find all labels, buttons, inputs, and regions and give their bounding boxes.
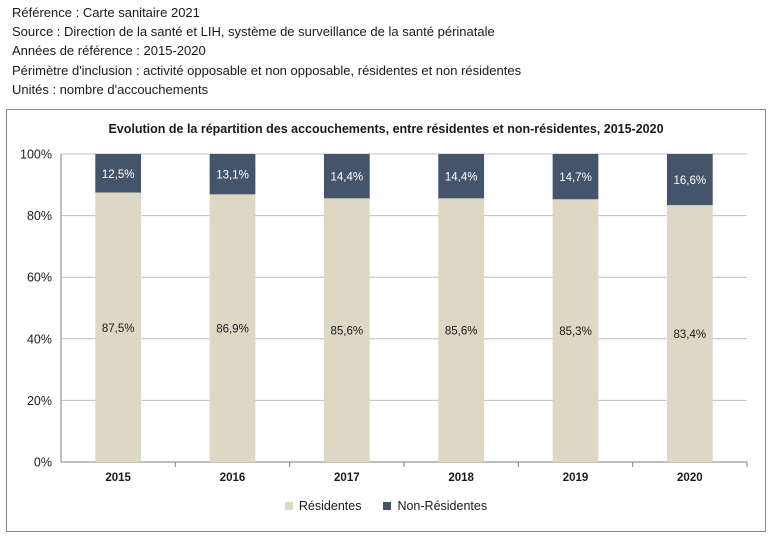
data-label: 87,5% (102, 323, 135, 335)
x-tick-label: 2015 (105, 472, 131, 484)
bar-residentes (323, 198, 370, 462)
bar-residentes (438, 198, 485, 462)
x-tick-label: 2018 (448, 472, 474, 484)
data-label: 85,3% (559, 326, 592, 338)
legend-label-non-residentes: Non-Résidentes (397, 499, 488, 513)
data-label: 85,6% (331, 326, 364, 338)
x-tick-label: 2016 (220, 472, 246, 484)
source-line: Source : Direction de la santé et LIH, s… (12, 24, 495, 40)
data-label: 12,5% (102, 169, 135, 181)
data-label: 13,1% (216, 170, 249, 182)
metadata-block: Référence : Carte sanitaire 2021 Source … (12, 3, 521, 99)
legend-swatch-non-residentes (383, 502, 392, 510)
bar-residentes (95, 192, 142, 462)
y-tick-label: 80% (27, 209, 52, 223)
y-tick-label: 60% (27, 271, 52, 285)
bar-non-residentes (323, 154, 370, 199)
years-line: Années de référence : 2015-2020 (12, 43, 206, 59)
y-tick-label: 100% (20, 148, 52, 162)
bar-non-residentes (552, 154, 599, 200)
chart-legend: Résidentes Non-Résidentes (7, 499, 765, 513)
bar-residentes (209, 194, 256, 462)
legend-item-residentes: Résidentes (284, 499, 362, 513)
y-tick-label: 0% (34, 456, 52, 470)
data-label: 85,6% (445, 326, 478, 338)
data-label: 14,7% (559, 172, 592, 184)
x-tick-label: 2020 (677, 472, 703, 484)
units-line: Unités : nombre d'accouchements (12, 81, 209, 97)
legend-label-residentes: Résidentes (298, 499, 362, 513)
bar-non-residentes (666, 154, 713, 206)
data-label: 14,4% (331, 172, 364, 184)
chart-container: Evolution de la répartition des accouche… (6, 109, 766, 532)
data-label: 86,9% (216, 324, 249, 336)
x-tick-label: 2019 (563, 472, 589, 484)
y-tick-label: 40% (27, 332, 52, 346)
reference-line: Référence : Carte sanitaire 2021 (12, 5, 200, 20)
bar-residentes (552, 199, 599, 462)
legend-item-non-residentes: Non-Résidentes (383, 499, 487, 513)
bar-non-residentes (209, 154, 256, 195)
y-tick-label: 20% (27, 394, 52, 408)
data-label: 16,6% (674, 175, 707, 187)
bar-residentes (666, 205, 713, 462)
legend-swatch-residentes (284, 502, 293, 510)
scope-line: Périmètre d'inclusion : activité opposab… (12, 62, 522, 78)
stacked-bar-chart: 0% 20% 40% 60% 80% 100% 87,5% 12,5% 2015 86,9% 13,… (20, 148, 748, 484)
bar-non-residentes (95, 154, 142, 193)
data-label: 14,4% (445, 172, 478, 184)
bar-non-residentes (438, 154, 485, 199)
chart-title: Evolution de la répartition des accouche… (108, 122, 664, 136)
x-tick-label: 2017 (334, 472, 360, 484)
data-label: 83,4% (674, 329, 707, 341)
